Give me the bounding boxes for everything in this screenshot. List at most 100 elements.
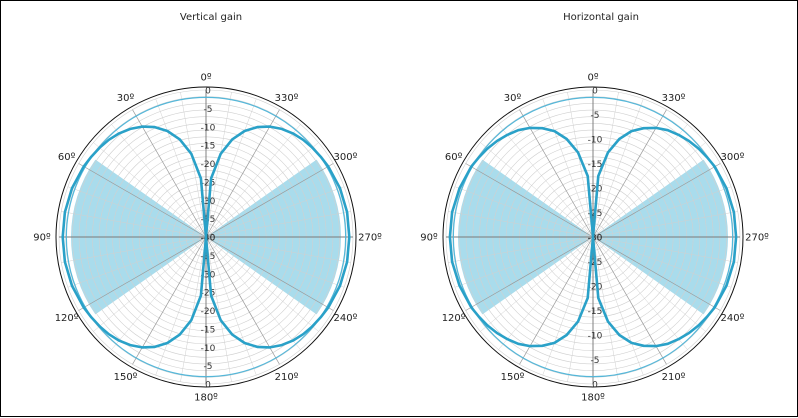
radial-tick-label: -15 — [588, 307, 603, 317]
grid-spoke — [205, 163, 334, 238]
grid-spoke — [180, 236, 207, 382]
grid-spoke — [519, 109, 594, 238]
radial-tick-label: 0 — [205, 87, 211, 97]
radial-tick-label: -25 — [201, 289, 216, 299]
grid-spoke — [132, 236, 207, 365]
angle-label: 90º — [420, 233, 438, 244]
grid-spoke — [567, 236, 594, 382]
grid-spoke — [592, 236, 721, 311]
reference-ring — [65, 96, 347, 378]
radial-tick-label: -40 — [201, 234, 216, 244]
radial-tick-label: -5 — [204, 362, 213, 372]
radial-tick-label: 0 — [592, 381, 598, 391]
grid-spoke — [592, 236, 706, 332]
grid-spoke — [205, 236, 232, 382]
grid-spoke — [67, 236, 207, 288]
radial-tick-label: -20 — [588, 283, 603, 293]
grid-spoke — [111, 236, 207, 350]
radial-tick-label: -20 — [201, 307, 216, 317]
grid-spoke — [78, 236, 207, 311]
angle-label: 300º — [333, 152, 357, 163]
radial-tick-label: -30 — [588, 234, 603, 244]
reference-ring — [452, 96, 734, 378]
grid-spoke — [592, 211, 738, 238]
grid-spoke — [592, 92, 619, 238]
angle-label: 150º — [501, 372, 525, 383]
angle-label: 60º — [58, 152, 76, 163]
grid-spoke — [592, 163, 721, 238]
radial-tick-label: -5 — [204, 105, 213, 115]
angle-label: 30º — [117, 93, 135, 104]
grid-spoke — [132, 109, 207, 238]
grid-spoke — [205, 98, 257, 238]
grid-spoke — [519, 236, 594, 365]
grid-spoke — [93, 142, 207, 238]
grid-spoke — [205, 124, 301, 238]
grid-spoke — [592, 98, 644, 238]
grid-spoke — [155, 236, 207, 376]
radial-tick-label: 0 — [205, 381, 211, 391]
grid-spoke — [592, 236, 644, 376]
grid-spoke — [498, 124, 594, 238]
angle-label: 180º — [194, 393, 218, 404]
angle-label: 60º — [445, 152, 463, 163]
radial-tick-label: -30 — [588, 234, 603, 244]
outer-boundary — [442, 86, 744, 388]
grid-spoke — [465, 163, 594, 238]
vertical-gain-title: Vertical gain — [179, 12, 243, 23]
angle-label: 270º — [745, 233, 769, 244]
grid-spoke — [592, 124, 688, 238]
angle-label: 30º — [504, 93, 522, 104]
grid-spoke — [155, 98, 207, 238]
horizontal-gain-polar-plot: 00-5-5-10-10-15-15-20-20-25-25-30-300º30… — [420, 73, 769, 404]
gain-pattern-line — [448, 126, 738, 348]
angle-label: 0º — [587, 73, 598, 84]
grid-spoke — [567, 92, 594, 238]
radial-tick-label: -10 — [201, 123, 216, 133]
grid-spoke — [592, 236, 667, 365]
angle-label: 150º — [114, 372, 138, 383]
radial-tick-label: -15 — [201, 142, 216, 152]
angle-label: 0º — [200, 73, 211, 84]
grid-spoke — [480, 236, 594, 332]
radial-tick-label: -25 — [201, 178, 216, 188]
horizontal-gain-title: Horizontal gain — [563, 12, 639, 23]
angle-label: 180º — [581, 393, 605, 404]
angle-label: 240º — [720, 313, 744, 324]
grid-spoke — [205, 211, 351, 238]
radial-tick-label: -10 — [588, 136, 603, 146]
grid-spoke — [498, 236, 594, 350]
radial-tick-label: -15 — [588, 160, 603, 170]
grid-spoke — [67, 186, 207, 238]
gain-pattern-line — [61, 125, 351, 349]
grid-spoke — [592, 186, 732, 238]
vertical-gain-polar-plot: 00-5-5-10-10-15-15-20-20-25-25-30-30-35-… — [33, 73, 382, 404]
angle-label: 300º — [720, 152, 744, 163]
grid-spoke — [61, 236, 207, 263]
radial-tick-label: 0 — [592, 87, 598, 97]
grid-spoke — [205, 236, 280, 365]
grid-spoke — [205, 142, 319, 238]
radial-tick-label: -15 — [201, 325, 216, 335]
grid-spoke — [205, 236, 345, 288]
angle-label: 330º — [662, 93, 686, 104]
grid-spoke — [93, 236, 207, 332]
angle-label: 210º — [275, 372, 299, 383]
grid-spoke — [465, 236, 594, 311]
grid-spoke — [205, 236, 351, 263]
grid-spoke — [205, 109, 280, 238]
grid-spoke — [592, 236, 619, 382]
grid-spoke — [205, 236, 301, 350]
radial-tick-label: -5 — [591, 356, 600, 366]
grid-spoke — [448, 236, 594, 263]
angle-label: 270º — [358, 233, 382, 244]
radial-tick-label: -10 — [588, 332, 603, 342]
angle-label: 210º — [662, 372, 686, 383]
angle-label: 120º — [442, 313, 466, 324]
grid-spoke — [205, 92, 232, 238]
grid-spoke — [592, 236, 732, 288]
grid-spoke — [480, 142, 594, 238]
angle-label: 330º — [275, 93, 299, 104]
radial-tick-label: -20 — [588, 185, 603, 195]
